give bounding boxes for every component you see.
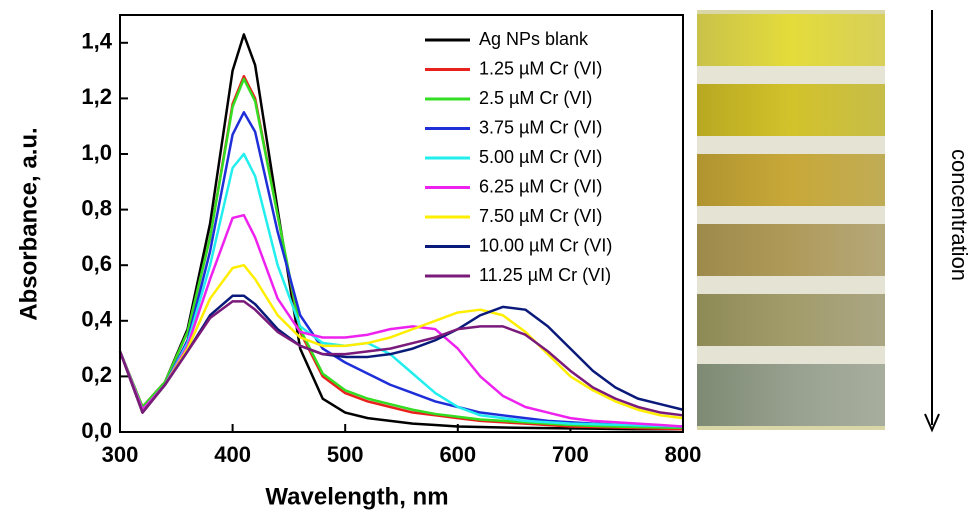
- series-line: [118, 263, 684, 420]
- series-line: [118, 294, 684, 414]
- legend-label: 10.00 µM Cr (VI): [479, 235, 612, 255]
- plot-area: 0,0 0,2 0,4 0,6 0,8 1,0 1,2 1,4 300 400 500 600 700 8…: [81, 29, 701, 467]
- y-tick-label: 0,4: [81, 307, 112, 332]
- legend-label: 6.25 µM Cr (VI): [479, 176, 602, 196]
- y-tick-label: 0,6: [81, 251, 112, 276]
- photo: [697, 10, 885, 430]
- y-tick-label: 0,0: [81, 418, 112, 443]
- x-tick-label: 800: [665, 442, 702, 467]
- concentration-label: concentration: [947, 149, 970, 281]
- plot-frame: [119, 14, 684, 433]
- arrow-head: [924, 413, 940, 433]
- x-axis-title: Wavelength, nm: [265, 483, 448, 510]
- x-tick-label: 500: [327, 442, 364, 467]
- x-tick-label: 300: [102, 442, 139, 467]
- y-tick-label: 1,0: [81, 140, 112, 165]
- legend-label: 2.5 µM Cr (VI): [479, 88, 592, 108]
- series-line: [118, 213, 684, 428]
- series-line: [118, 300, 684, 417]
- x-tick-label: 600: [439, 442, 476, 467]
- y-tick-label: 1,4: [81, 29, 112, 54]
- y-tick-label: 0,2: [81, 362, 112, 387]
- legend-label: 7.50 µM Cr (VI): [479, 206, 602, 226]
- y-tick-label: 0,8: [81, 195, 112, 220]
- legend-label: 1.25 µM Cr (VI): [479, 58, 602, 78]
- legend-label: 5.00 µM Cr (VI): [479, 147, 602, 167]
- series-line: [118, 77, 684, 430]
- y-tick-label: 1,2: [81, 84, 112, 109]
- legend-label: Ag NPs blank: [479, 29, 589, 49]
- legend-label: 11.25 µM Cr (VI): [479, 265, 611, 285]
- y-axis-title: Absorbance, a.u.: [15, 127, 42, 320]
- series-line: [118, 33, 683, 431]
- x-tick-label: 400: [214, 442, 251, 467]
- legend-label: 3.75 µM Cr (VI): [479, 117, 602, 137]
- x-tick-label: 700: [552, 442, 589, 467]
